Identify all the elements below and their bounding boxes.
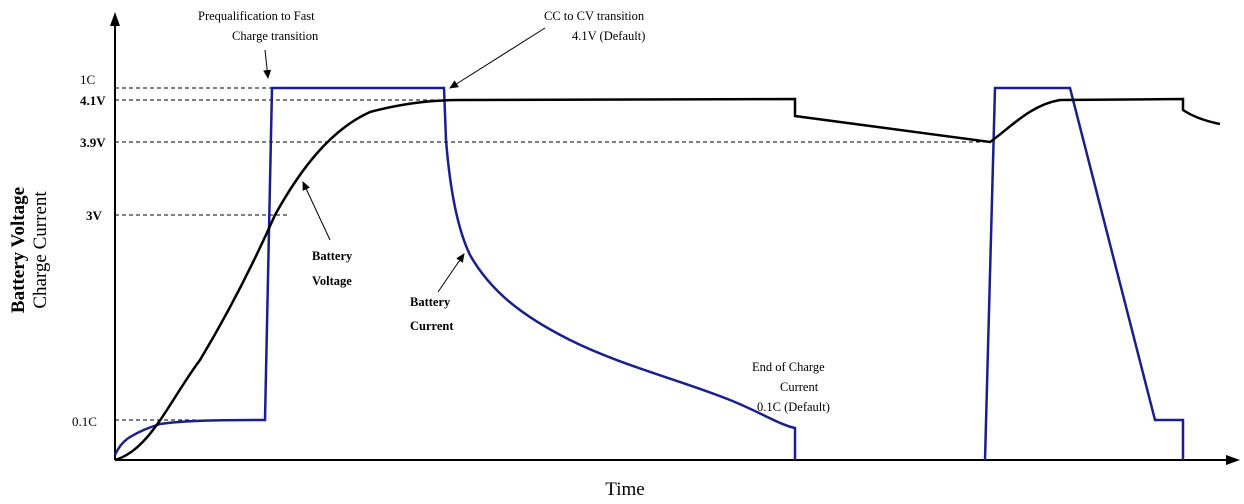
cccv-label-line2: 4.1V (Default): [572, 29, 645, 43]
eoc-label-line2: Current: [780, 380, 819, 394]
battery-current-line-second-cycle: [983, 86, 1185, 461]
y-axis-label-voltage: Battery Voltage: [8, 187, 29, 313]
tick-1c: 1C: [80, 72, 95, 87]
cccv-label-line1: CC to CV transition: [544, 9, 645, 23]
y-axis-label-group: Battery Voltage: [8, 187, 29, 313]
y-axis-arrowhead: [110, 12, 120, 26]
y-axis-label-current-group: Charge Current: [30, 191, 51, 309]
battery-voltage-label-line2: Voltage: [312, 274, 352, 288]
y-axis-label-current: Charge Current: [30, 191, 51, 309]
x-axis-label: Time: [605, 479, 644, 500]
tick-4-1v: 4.1V: [80, 93, 106, 108]
eoc-label-line1: End of Charge: [752, 360, 825, 374]
tick-3v: 3V: [86, 208, 103, 223]
tick-0-1c: 0.1C: [72, 414, 97, 429]
battery-current-label-line2: Current: [410, 319, 454, 333]
cccv-arrow: [449, 27, 546, 89]
prequal-label-line2: Charge transition: [232, 29, 319, 43]
prequal-label-line1: Prequalification to Fast: [198, 9, 315, 23]
battery-voltage-label-line1: Battery: [312, 249, 353, 263]
battery-current-line: [113, 86, 797, 460]
eoc-label-line3: 0.1C (Default): [757, 400, 830, 414]
battery-voltage-line: [114, 97, 1221, 462]
battery-current-label-line1: Battery: [410, 295, 451, 309]
battery-voltage-arrow: [302, 181, 331, 241]
x-axis-arrowhead: [1226, 455, 1240, 465]
battery-current-arrow: [437, 253, 465, 293]
prequal-arrow: [263, 49, 272, 79]
tick-3-9v: 3.9V: [80, 135, 106, 150]
